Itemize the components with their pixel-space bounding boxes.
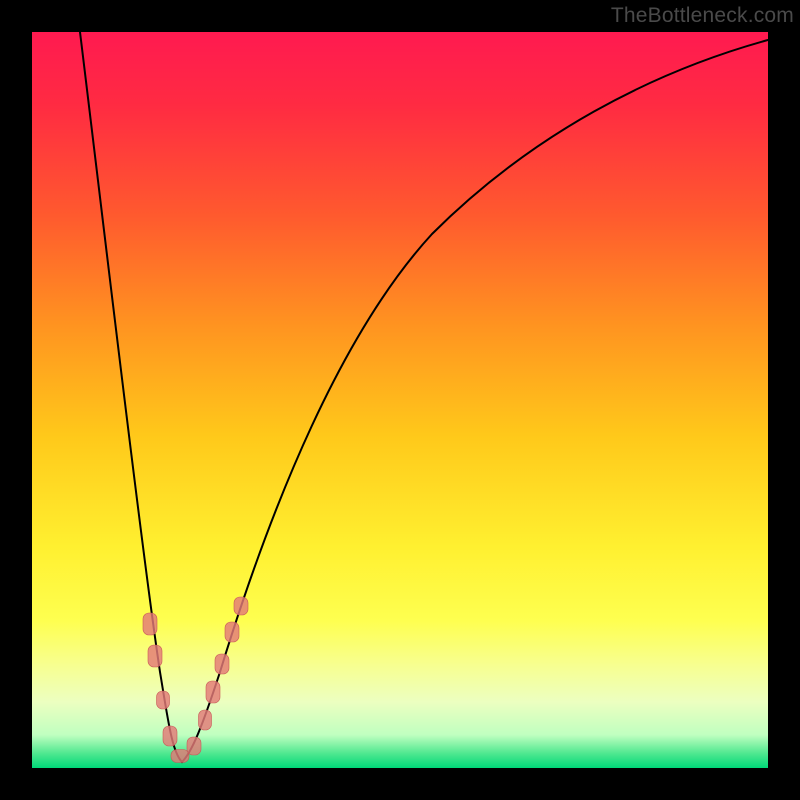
- curve-marker: [187, 737, 201, 755]
- curve-overlay: [32, 32, 768, 768]
- curve-marker: [215, 654, 229, 674]
- curve-marker: [234, 597, 248, 615]
- curve-marker: [163, 726, 177, 746]
- chart-frame: TheBottleneck.com: [0, 0, 800, 800]
- bottleneck-curve: [80, 32, 768, 762]
- plot-area: [32, 32, 768, 768]
- curve-marker: [143, 613, 157, 635]
- curve-marker: [157, 691, 170, 709]
- watermark-text: TheBottleneck.com: [611, 4, 794, 28]
- curve-marker: [148, 645, 162, 667]
- marker-group: [143, 597, 248, 763]
- curve-marker: [225, 622, 239, 642]
- curve-marker: [199, 710, 212, 730]
- curve-marker: [171, 750, 189, 763]
- curve-marker: [206, 681, 220, 703]
